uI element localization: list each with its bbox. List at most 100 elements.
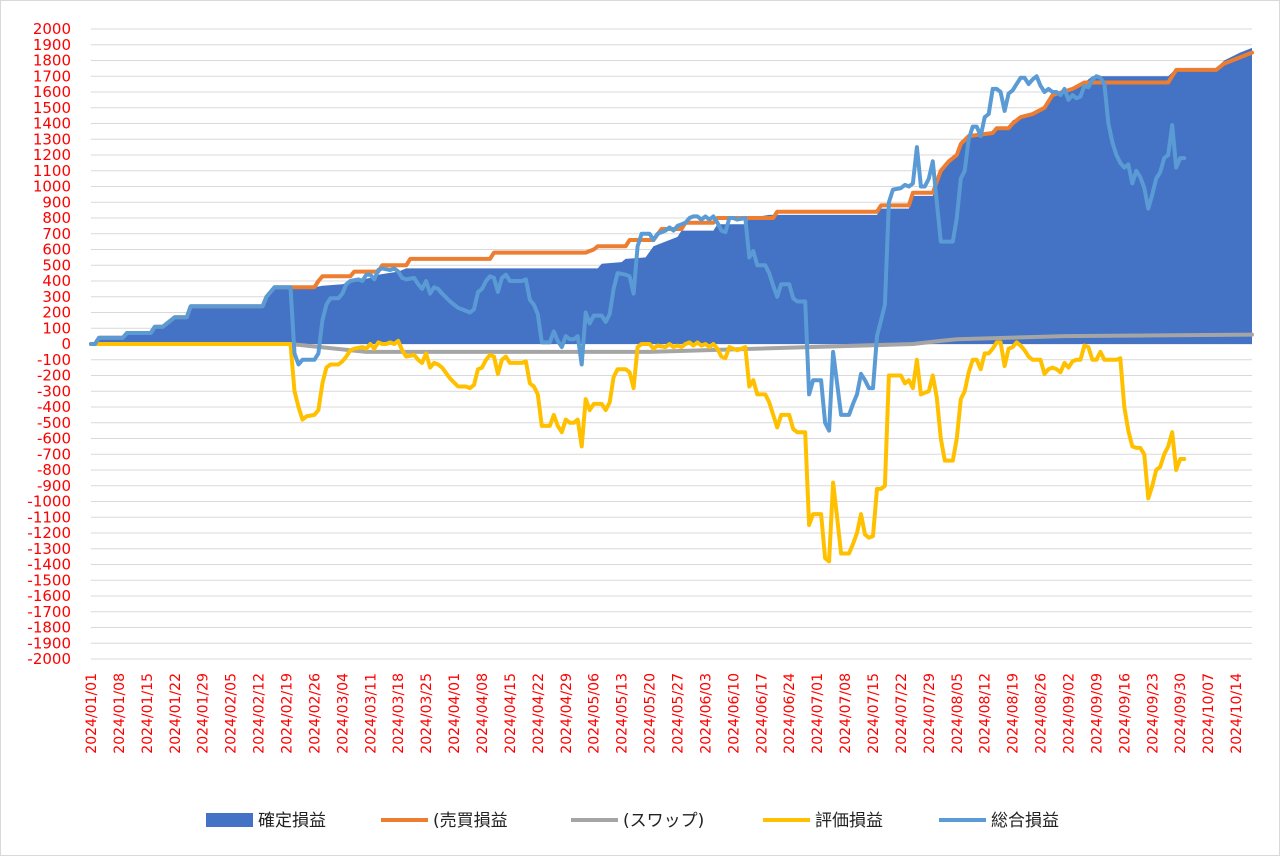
x-tick-label: 2024/04/22: [531, 673, 547, 754]
y-tick-label: -1200: [27, 524, 71, 542]
x-tick-label: 2024/03/18: [391, 673, 407, 754]
x-tick-label: 2024/10/14: [1229, 673, 1245, 754]
line-series-(スワップ): [89, 332, 1254, 354]
y-tick-label: -700: [37, 445, 71, 463]
x-tick-label: 2024/04/15: [503, 673, 519, 754]
x-tick-label: 2024/08/05: [950, 673, 966, 754]
y-tick-label: -1400: [27, 556, 71, 574]
y-tick-label: 800: [42, 209, 71, 227]
y-tick-label: -100: [37, 351, 71, 369]
y-tick-label: -600: [37, 430, 71, 448]
x-tick-label: 2024/06/03: [698, 673, 714, 754]
y-tick-label: 1300: [33, 130, 71, 148]
line-series-layer: [89, 50, 1254, 564]
x-tick-label: 2024/02/19: [279, 673, 295, 754]
x-tick-label: 2024/09/09: [1089, 673, 1105, 754]
legend-label: 評価損益: [815, 811, 883, 831]
y-tick-label: -800: [37, 461, 71, 479]
x-tick-label: 2024/03/25: [419, 673, 435, 754]
x-tick-label: 2024/03/11: [363, 673, 379, 754]
y-tick-label: -1700: [27, 603, 71, 621]
legend: 確定損益 (売買損益 (スワップ) 評価損益 総合損益: [206, 811, 1059, 831]
y-tick-label: 1400: [33, 115, 71, 133]
y-tick-label: -1600: [27, 587, 71, 605]
y-tick-label: -500: [37, 414, 71, 432]
x-tick-label: 2024/05/13: [615, 673, 631, 754]
y-tick-label: 500: [42, 256, 71, 274]
line-series-総合損益: [89, 74, 1187, 433]
y-tick-label: 1700: [33, 67, 71, 85]
legend-label: (売買損益: [433, 811, 508, 831]
y-tick-label: 0: [61, 335, 71, 353]
y-tick-label: 300: [42, 288, 71, 306]
y-tick-label: 1500: [33, 99, 71, 117]
y-tick-label: -400: [37, 398, 71, 416]
x-tick-label: 2024/10/07: [1201, 673, 1217, 754]
x-axis-tick-labels: 2024/01/01 2024/01/08 2024/01/15 2024/01/22…: [84, 673, 1245, 754]
x-tick-label: 2024/05/27: [670, 673, 686, 754]
y-tick-label: -2000: [27, 650, 71, 668]
x-tick-label: 2024/08/12: [978, 673, 994, 754]
x-tick-label: 2024/07/15: [866, 673, 882, 754]
x-tick-label: 2024/08/26: [1034, 673, 1050, 754]
area-series-layer: [91, 47, 1252, 345]
y-axis-tick-labels: -2000-1900-1800-1700-1600-1500-1400-1300…: [27, 20, 71, 668]
legend-label: (スワップ): [623, 811, 704, 831]
x-tick-label: 2024/05/20: [643, 673, 659, 754]
y-tick-label: -1300: [27, 540, 71, 558]
y-tick-label: -900: [37, 477, 71, 495]
y-tick-label: -300: [37, 382, 71, 400]
y-tick-label: -1100: [27, 508, 71, 526]
y-tick-label: 100: [42, 319, 71, 337]
x-tick-label: 2024/09/02: [1061, 673, 1077, 754]
x-tick-label: 2024/01/22: [168, 673, 184, 754]
y-tick-label: 600: [42, 241, 71, 259]
y-tick-label: 900: [42, 193, 71, 211]
x-tick-label: 2024/01/08: [112, 673, 128, 754]
x-tick-label: 2024/07/01: [810, 673, 826, 754]
x-tick-label: 2024/01/01: [84, 673, 100, 754]
x-tick-label: 2024/09/30: [1173, 673, 1189, 754]
y-tick-label: 700: [42, 225, 71, 243]
legend-label: 確定損益: [258, 811, 326, 831]
line-series-評価損益: [89, 338, 1187, 564]
x-tick-label: 2024/02/26: [307, 673, 323, 754]
x-tick-label: 2024/01/29: [196, 673, 212, 754]
y-tick-label: -1800: [27, 619, 71, 637]
x-tick-label: 2024/01/15: [140, 673, 156, 754]
y-tick-label: 1600: [33, 83, 71, 101]
y-tick-label: 200: [42, 304, 71, 322]
y-tick-label: 1200: [33, 146, 71, 164]
y-tick-label: -1000: [27, 493, 71, 511]
y-tick-label: -1900: [27, 634, 71, 652]
x-tick-label: 2024/07/08: [838, 673, 854, 754]
x-tick-label: 2024/05/06: [587, 673, 603, 754]
y-tick-label: 1900: [33, 36, 71, 54]
x-tick-label: 2024/06/10: [726, 673, 742, 754]
x-tick-label: 2024/07/22: [894, 673, 910, 754]
y-tick-label: 1000: [33, 178, 71, 196]
legend-swatch: [206, 813, 253, 827]
x-tick-label: 2024/02/12: [252, 673, 268, 754]
x-tick-label: 2024/04/01: [447, 673, 463, 754]
x-tick-label: 2024/09/16: [1117, 673, 1133, 754]
x-tick-label: 2024/04/29: [559, 673, 575, 754]
y-tick-label: 1100: [33, 162, 71, 180]
y-tick-label: -200: [37, 367, 71, 385]
x-tick-label: 2024/03/04: [335, 673, 351, 754]
x-tick-label: 2024/07/29: [922, 673, 938, 754]
legend-label: 総合損益: [991, 811, 1059, 831]
y-tick-label: 2000: [33, 20, 71, 38]
x-tick-label: 2024/06/24: [782, 673, 798, 754]
x-tick-label: 2024/06/17: [754, 673, 770, 754]
x-tick-label: 2024/04/08: [475, 673, 491, 754]
x-tick-label: 2024/02/05: [224, 673, 240, 754]
y-tick-label: -1500: [27, 571, 71, 589]
y-tick-label: 400: [42, 272, 71, 290]
x-tick-label: 2024/09/23: [1145, 673, 1161, 754]
y-tick-label: 1800: [33, 52, 71, 70]
x-tick-label: 2024/08/19: [1006, 673, 1022, 754]
area-series-確定損益: [91, 47, 1252, 345]
